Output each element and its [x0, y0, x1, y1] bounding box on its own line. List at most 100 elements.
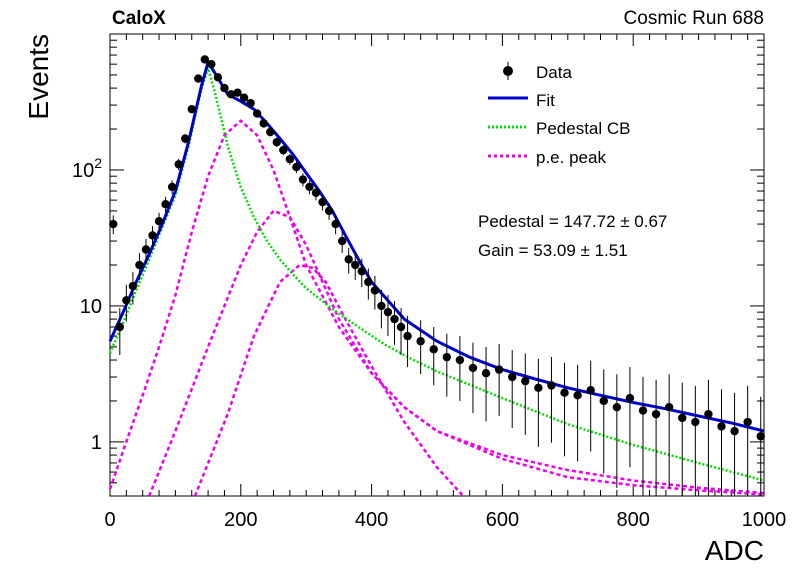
pe-peak-curve-2 [148, 209, 765, 497]
data-point [377, 301, 386, 311]
y-tick-label: 1 [91, 432, 102, 454]
chart-title-left: CaloX [112, 8, 166, 29]
legend-item-fit: Fit [488, 91, 555, 110]
data-point [128, 281, 138, 291]
legend-pe-label: p.e. peak [536, 148, 606, 167]
data-point [305, 182, 314, 192]
data-point [534, 383, 543, 392]
data-points [109, 55, 765, 496]
data-point [239, 93, 249, 102]
data-point [638, 406, 648, 415]
data-point [259, 119, 268, 128]
data-point [586, 385, 595, 395]
data-point [318, 197, 327, 207]
x-tick-label: 0 [104, 509, 115, 531]
data-point [651, 409, 661, 419]
data-point [220, 83, 229, 93]
data-point [351, 260, 360, 270]
data-point [285, 154, 295, 164]
data-point [252, 109, 262, 118]
data-point [599, 396, 608, 406]
data-point [612, 402, 622, 412]
x-tick-label: 800 [617, 509, 650, 531]
data-point [403, 331, 412, 341]
data-point [311, 188, 321, 197]
data-point [390, 314, 399, 324]
data-point [135, 260, 144, 270]
data-point [573, 391, 582, 400]
data-point [292, 162, 301, 172]
x-axis-label: ADC [705, 535, 764, 566]
data-point [115, 322, 125, 332]
pe-peak-curve-3 [193, 263, 465, 497]
legend: Data Fit Pedestal CB p.e. peak [488, 62, 631, 167]
data-point [226, 90, 236, 99]
data-point [174, 160, 183, 169]
data-point [560, 388, 569, 397]
chart-title-right: Cosmic Run 688 [624, 8, 764, 29]
data-point [704, 409, 713, 419]
data-point [187, 104, 196, 114]
y-axis-label: Events [23, 34, 54, 120]
legend-item-data: Data [503, 62, 572, 82]
data-point [468, 363, 478, 373]
data-point [442, 352, 452, 362]
data-point [344, 255, 353, 264]
plot-frame [109, 33, 765, 497]
pedestal-curve [108, 63, 765, 482]
data-point [521, 376, 530, 386]
legend-item-pe: p.e. peak [488, 148, 606, 167]
data-point [678, 413, 687, 423]
data-point [625, 393, 635, 403]
data-point [109, 219, 118, 229]
data-point [396, 322, 406, 332]
data-point [743, 417, 752, 427]
data-point [272, 138, 281, 147]
data-point [331, 219, 340, 229]
data-point [547, 381, 556, 390]
legend-data-marker-icon [503, 66, 513, 76]
x-tick-label: 200 [224, 509, 257, 531]
annotation-pedestal: Pedestal = 147.72 ± 0.67 [478, 212, 667, 231]
data-point [730, 426, 739, 436]
data-point [494, 365, 504, 374]
data-point [167, 182, 177, 192]
data-point [717, 422, 726, 431]
data-point [207, 59, 216, 69]
data-point [200, 55, 210, 64]
data-point [246, 98, 255, 108]
legend-data-label: Data [536, 63, 572, 82]
data-point [279, 145, 288, 155]
data-point [357, 267, 366, 276]
y-tick-label: 102 [72, 155, 102, 182]
data-point [691, 417, 700, 427]
data-point [429, 345, 438, 354]
pe-peak-curve-1 [108, 119, 765, 495]
x-axis: 0 200 400 600 800 1000 [104, 34, 786, 531]
data-point [213, 73, 223, 82]
data-point [383, 307, 393, 317]
fit-curve [108, 58, 765, 433]
data-point [154, 216, 164, 226]
x-tick-label: 1000 [742, 509, 787, 531]
legend-fit-label: Fit [536, 91, 555, 110]
data-point [233, 88, 242, 97]
data-point [370, 286, 380, 295]
y-tick-label: 10 [80, 296, 102, 318]
x-tick-label: 600 [486, 509, 519, 531]
data-point [416, 337, 425, 346]
data-point [508, 372, 517, 382]
data-point [266, 127, 275, 137]
data-point [481, 369, 491, 378]
y-axis: 1 10 102 [72, 39, 764, 497]
fit-curves [108, 58, 765, 497]
data-point [364, 277, 373, 287]
data-point [337, 236, 347, 246]
data-point [664, 402, 674, 412]
data-point [148, 231, 157, 240]
data-point [194, 74, 203, 83]
data-point [141, 245, 151, 254]
data-point [161, 200, 170, 209]
data-point [455, 355, 465, 365]
